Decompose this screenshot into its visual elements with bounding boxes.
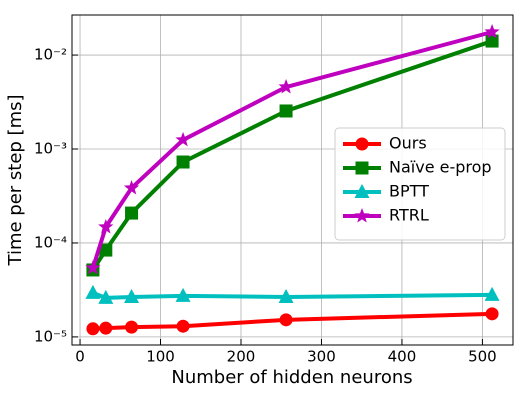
x-tick-label: 100 bbox=[146, 348, 175, 366]
series-line bbox=[91, 30, 493, 269]
legend-marker bbox=[355, 137, 369, 151]
marker bbox=[485, 34, 499, 48]
x-tick-label: 0 bbox=[75, 348, 85, 366]
marker bbox=[279, 313, 293, 327]
y-tick-label: 10⁻² bbox=[34, 46, 67, 64]
legend-label: Naïve e-prop bbox=[389, 158, 492, 177]
marker bbox=[484, 24, 500, 39]
x-tick-label: 400 bbox=[388, 348, 417, 366]
marker bbox=[98, 289, 114, 304]
marker bbox=[99, 321, 113, 335]
y-tick-label: 10⁻³ bbox=[34, 140, 67, 158]
marker bbox=[125, 320, 139, 334]
marker bbox=[279, 104, 293, 118]
marker bbox=[278, 79, 294, 94]
series-line bbox=[92, 311, 493, 331]
marker bbox=[85, 284, 101, 299]
marker bbox=[125, 206, 139, 220]
marker bbox=[176, 155, 190, 169]
legend-marker bbox=[354, 208, 370, 223]
legend-label: Ours bbox=[389, 134, 427, 153]
marker bbox=[85, 259, 101, 275]
marker bbox=[484, 286, 500, 301]
x-axis-title: Number of hidden neurons bbox=[171, 367, 412, 388]
series-line bbox=[92, 291, 493, 300]
plot-frame bbox=[71, 14, 514, 346]
y-tick-label: 10⁻⁵ bbox=[34, 327, 67, 345]
marker bbox=[175, 287, 191, 302]
legend-label: RTRL bbox=[389, 206, 429, 225]
marker bbox=[98, 218, 114, 234]
marker bbox=[175, 131, 191, 147]
y-tick-label: 10⁻⁴ bbox=[34, 233, 67, 251]
marker bbox=[176, 319, 190, 333]
marker bbox=[86, 322, 100, 336]
marker bbox=[99, 243, 113, 257]
legend-box bbox=[334, 127, 506, 241]
y-axis-title: Time per step [ms] bbox=[5, 94, 26, 266]
marker bbox=[123, 180, 140, 195]
x-tick-label: 300 bbox=[307, 348, 336, 366]
marker bbox=[124, 288, 140, 303]
legend-marker bbox=[354, 184, 370, 198]
legend-label: BPTT bbox=[389, 182, 429, 201]
legend-marker bbox=[355, 161, 369, 175]
marker bbox=[485, 307, 499, 321]
marker bbox=[278, 288, 294, 303]
x-tick-label: 200 bbox=[227, 348, 256, 366]
x-tick-label: 500 bbox=[468, 348, 497, 366]
